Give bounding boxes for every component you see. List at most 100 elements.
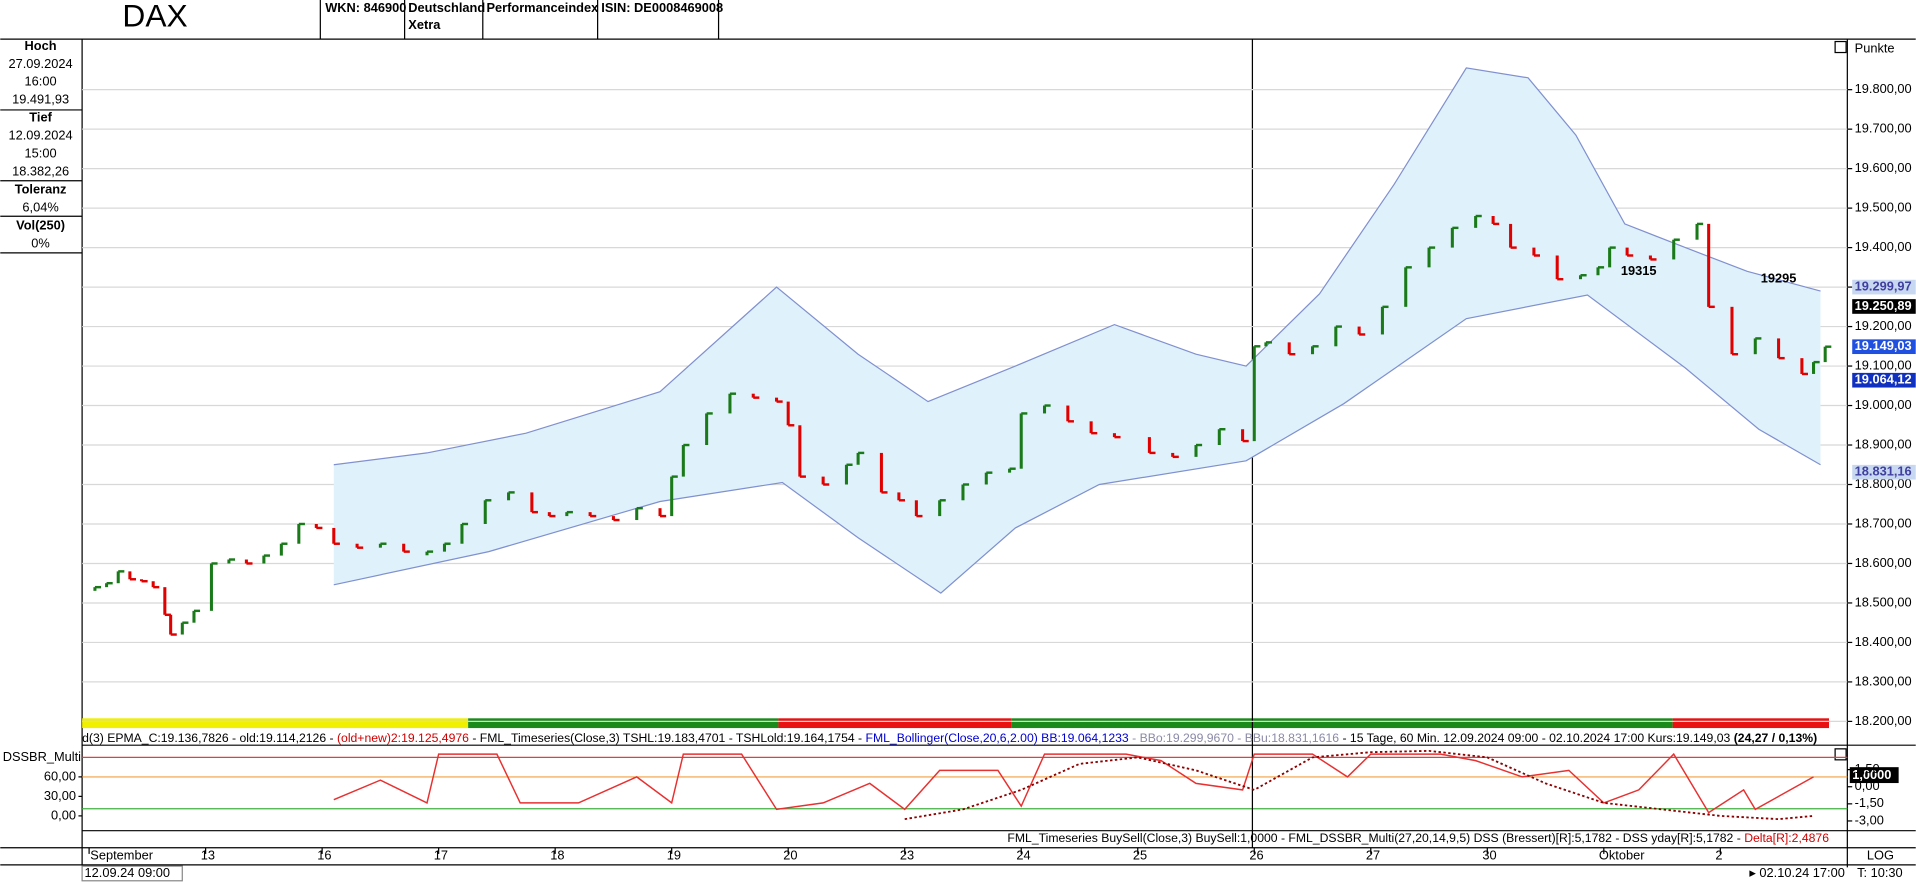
y-tick-label: 19.600,00 — [1855, 160, 1912, 175]
trend-strip — [1672, 718, 1830, 729]
value-label: 19.250,89 — [1855, 298, 1912, 313]
y-tick-label: 18.300,00 — [1855, 673, 1912, 688]
y-tick-label: 19.700,00 — [1855, 121, 1912, 136]
oscillator-info: FML_Timeseries BuySell(Close,3) BuySell:… — [1007, 831, 1829, 845]
y2-tick-label: -3,00 — [1855, 812, 1884, 827]
y-tick-label: 19.100,00 — [1855, 357, 1912, 372]
y-tick-label: 60,00 — [44, 768, 76, 783]
bollinger-band — [333, 294, 1821, 594]
x-tick-label: 27 — [1366, 848, 1380, 863]
oscillator-line — [333, 752, 1814, 814]
y-tick-label: 19.200,00 — [1855, 318, 1912, 333]
info-part: Delta[R]:2,4876 — [1744, 831, 1829, 845]
info-text: 6,04% — [22, 199, 58, 214]
info-part: (old+new)2:19.125,4976 — [337, 731, 469, 745]
info-text: 18.382,26 — [12, 164, 69, 179]
x-tick-label: 26 — [1249, 848, 1263, 863]
y-tick-label: 18.200,00 — [1855, 713, 1912, 728]
header-kind: Performanceindex — [486, 0, 599, 15]
x-tick-label: 16 — [317, 848, 331, 863]
x-tick-label: Oktober — [1599, 848, 1645, 863]
x-tick-label: 18 — [550, 848, 564, 863]
y2-tick-label: 1,50 — [1855, 761, 1880, 776]
y-tick-label: 18.700,00 — [1855, 515, 1912, 530]
value-box — [1852, 299, 1916, 314]
y-tick-label: 18.800,00 — [1855, 476, 1912, 491]
info-text: 12.09.2024 — [9, 128, 73, 143]
footer-scale: LOG — [1867, 848, 1894, 863]
value-label: 19.299,97 — [1855, 278, 1912, 293]
value-label: 19.064,12 — [1855, 372, 1912, 387]
x-tick-label: 30 — [1482, 848, 1496, 863]
trend-strip — [82, 718, 469, 729]
header-wkn: WKN: 846900 — [325, 0, 406, 15]
y2-tick-label: 0,00 — [1855, 778, 1880, 793]
bollinger-band — [333, 67, 1821, 466]
close-button[interactable] — [1834, 40, 1847, 54]
value-box — [1852, 372, 1916, 388]
osc-title: DSSBR_Multi — [3, 749, 81, 764]
y-tick-label: 18.900,00 — [1855, 436, 1912, 451]
y-tick-label: 19.500,00 — [1855, 200, 1912, 215]
header-isin: ISIN: DE0008469008 — [601, 0, 723, 15]
indicator-info: d(3) EPMA_C:19.136,7826 - old:19.114,212… — [82, 731, 1817, 745]
oscillator-line — [904, 749, 1814, 821]
y-tick-label: 19.000,00 — [1855, 397, 1912, 412]
x-tick-label: 19 — [667, 848, 681, 863]
trend-strip — [1011, 718, 1673, 729]
info-text: 19.491,93 — [12, 92, 69, 107]
close-button[interactable] — [1834, 748, 1847, 761]
footer-time: T: 10:30 — [1857, 865, 1903, 880]
annotation: 19295 — [1761, 271, 1797, 286]
footer-start: 12.09.24 09:00 — [85, 865, 171, 880]
value-label: 18.831,16 — [1855, 464, 1912, 479]
y-tick-label: 18.600,00 — [1855, 555, 1912, 570]
value-box — [1852, 339, 1916, 355]
y-tick-label: 19.800,00 — [1855, 81, 1912, 96]
x-tick-label: 20 — [783, 848, 797, 863]
osc-last-value: 1,0000 — [1852, 767, 1891, 782]
annotation: 19315 — [1621, 263, 1657, 278]
value-label: 19.149,03 — [1855, 338, 1912, 353]
value-box — [1852, 464, 1916, 480]
trend-strip — [468, 718, 779, 729]
date-box — [81, 865, 183, 882]
x-tick-label: 23 — [900, 848, 914, 863]
unit-label: Punkte — [1855, 40, 1895, 55]
header-exchange: Deutschland — [408, 0, 485, 15]
info-part: d(3) EPMA_C:19.136,7826 - old:19.114,212… — [82, 731, 337, 745]
y2-tick-label: -1,50 — [1855, 795, 1884, 810]
info-text: Tief — [29, 110, 52, 125]
info-text: 0% — [31, 235, 50, 250]
y-tick-label: 0,00 — [51, 807, 76, 822]
x-tick-label: 25 — [1133, 848, 1147, 863]
info-text: Vol(250) — [16, 217, 65, 232]
y-tick-label: 19.400,00 — [1855, 239, 1912, 254]
x-tick-label: 17 — [434, 848, 448, 863]
y-tick-label: 18.400,00 — [1855, 634, 1912, 649]
value-box — [1849, 767, 1899, 784]
header-title: DAX — [122, 0, 187, 34]
info-part: - BBo:19.299,9670 - BBu:18.831,1616 — [1129, 731, 1340, 745]
info-text: Hoch — [25, 38, 57, 53]
info-text: 16:00 — [25, 74, 57, 89]
x-tick-label: 2 — [1715, 848, 1722, 863]
value-box — [1852, 279, 1916, 295]
info-part: - FML_Timeseries(Close,3) TSHL:19.183,47… — [469, 731, 866, 745]
info-part: - 15 Tage, 60 Min. 12.09.2024 09:00 - 02… — [1339, 731, 1734, 745]
info-panel: Hoch 27.09.2024 16:00 19.491,93 Tief 12.09.20… — [9, 38, 73, 251]
trend-strip — [778, 718, 1012, 729]
info-part: FML_Timeseries BuySell(Close,3) BuySell:… — [1007, 831, 1744, 845]
y-tick-label: 18.500,00 — [1855, 594, 1912, 609]
x-tick-label: 13 — [201, 848, 215, 863]
info-text: 27.09.2024 — [9, 56, 73, 71]
info-part: (24,27 / 0,13%) — [1734, 731, 1817, 745]
header-exchange: Xetra — [408, 17, 441, 32]
band-fill — [333, 67, 1821, 594]
x-tick-label: 24 — [1016, 848, 1030, 863]
y-tick-label: 30,00 — [44, 788, 76, 803]
info-part: FML_Bollinger(Close,20,6,2.00) BB:19.064… — [866, 731, 1129, 745]
x-tick-label: September — [90, 848, 153, 863]
